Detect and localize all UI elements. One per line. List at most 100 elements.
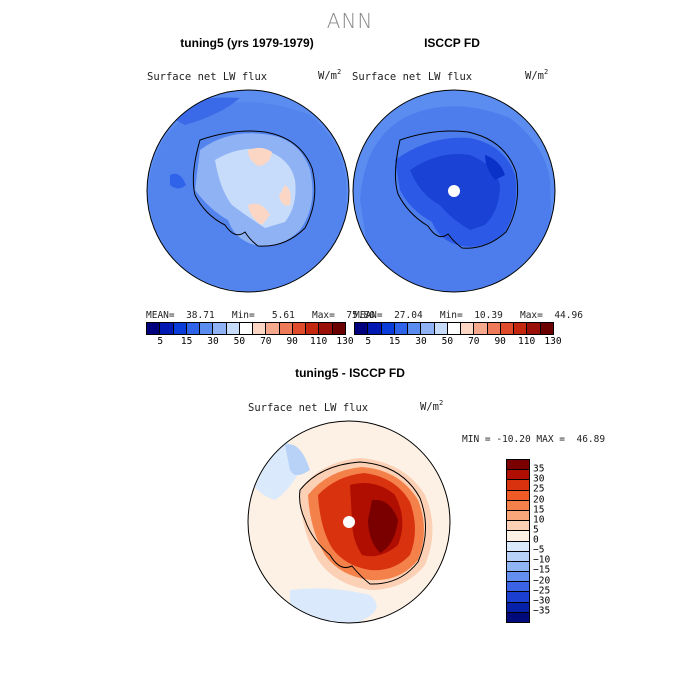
colorbar-tick-label: −35: [533, 605, 551, 617]
colorbar-tick-label: 50: [233, 336, 246, 347]
colorbar-swatch: [368, 323, 382, 334]
colorbar-swatch: [507, 541, 529, 552]
colorbar-diff-ticks: 35 30 25 20 15 10 5 0 −5 −10 −15 −20 −25 −30 −35: [533, 459, 573, 621]
colorbar-tick-label: 15: [180, 336, 193, 347]
colorbar-tick-label: 90: [494, 336, 506, 347]
colorbar-swatch: [461, 323, 475, 334]
colorbar-swatch: [253, 323, 267, 334]
panel-title-obs: ISCCP FD: [424, 36, 480, 50]
colorbar-swatch: [487, 323, 501, 334]
colorbar-swatch: [507, 521, 529, 532]
map-obs: [353, 90, 555, 292]
colorbar-swatch: [507, 602, 529, 613]
colorbar-obs: [354, 322, 554, 335]
colorbar-tick-label: 20: [533, 494, 545, 505]
colorbar-tick-label: −30: [533, 595, 551, 607]
colorbar-swatch: [173, 323, 187, 334]
colorbar-swatch: [434, 323, 448, 334]
colorbar-swatch: [355, 323, 369, 334]
colorbar-swatch: [540, 323, 553, 334]
colorbar-swatch: [507, 480, 529, 491]
colorbar-swatch: [408, 323, 422, 334]
colorbar-swatch: [332, 323, 345, 334]
colorbar-swatch: [226, 323, 240, 334]
colorbar-tick-label: 15: [388, 336, 401, 347]
diff-panel-title: tuning5 - ISCCP FD: [295, 366, 405, 380]
colorbar-tick-label: 25: [533, 483, 545, 495]
colorbar-obs-ticks: 5 15 30 50 70 90 110 130: [354, 336, 561, 350]
colorbar-tick-label: 35: [533, 463, 545, 475]
colorbar-tick-label: 15: [533, 504, 545, 516]
colorbar-tick-label: −20: [533, 575, 551, 586]
colorbar-tick-label: 70: [260, 336, 272, 347]
colorbar-tick-label: 0: [533, 534, 539, 546]
colorbar-tick-label: −10: [533, 554, 551, 566]
colorbar-swatch: [474, 323, 488, 334]
map-difference: [248, 421, 450, 623]
colorbar-swatch: [500, 323, 515, 334]
colorbar-swatch: [507, 500, 529, 511]
colorbar-tick-label: 5: [533, 524, 539, 536]
colorbar-swatch: [507, 551, 529, 562]
colorbar-tick-label: −15: [533, 564, 551, 576]
figure-title: ANN: [326, 9, 374, 33]
colorbar-tick-label: 130: [336, 336, 354, 347]
map-model: [147, 90, 349, 292]
colorbar-swatch: [507, 561, 529, 573]
units-label-obs: W/m2: [525, 68, 549, 82]
colorbar-tick-label: 10: [533, 514, 545, 526]
colorbar-tick-label: 130: [544, 336, 562, 347]
colorbar-swatch: [527, 323, 541, 334]
colorbar-tick-label: 110: [310, 336, 328, 347]
colorbar-tick-label: 30: [533, 473, 545, 485]
colorbar-swatch: [507, 582, 529, 593]
colorbar-swatch: [514, 323, 528, 334]
colorbar-swatch: [507, 572, 529, 583]
diff-units-label: W/m2: [420, 399, 444, 413]
colorbar-swatch: [507, 510, 529, 522]
colorbar-tick-label: 5: [365, 336, 372, 347]
colorbar-swatch: [421, 323, 435, 334]
colorbar-model: [146, 322, 346, 335]
colorbar-tick-label: 30: [415, 336, 427, 347]
colorbar-tick-label: 70: [468, 336, 480, 347]
colorbar-swatch: [266, 323, 280, 334]
colorbar-tick-label: 5: [157, 336, 164, 347]
colorbar-tick-label: 50: [441, 336, 454, 347]
colorbar-swatch: [507, 490, 529, 501]
colorbar-tick-label: −5: [533, 544, 545, 556]
variable-label-obs: Surface net LW flux: [352, 71, 473, 83]
colorbar-swatch: [381, 323, 395, 334]
colorbar-swatch: [507, 531, 529, 542]
colorbar-swatch: [507, 470, 529, 481]
variable-label-model: Surface net LW flux: [147, 71, 268, 83]
colorbar-swatch: [200, 323, 214, 334]
colorbar-swatch: [292, 323, 307, 334]
colorbar-swatch: [394, 323, 409, 334]
colorbar-tick-label: 30: [207, 336, 219, 347]
colorbar-swatch: [507, 592, 529, 603]
colorbar-swatch: [447, 323, 462, 334]
colorbar-swatch: [279, 323, 293, 334]
colorbar-swatch: [186, 323, 201, 334]
colorbar-swatch: [306, 323, 320, 334]
colorbar-swatch: [319, 323, 333, 334]
colorbar-swatch: [160, 323, 174, 334]
colorbar-swatch: [239, 323, 254, 334]
colorbar-model-ticks: 5 15 30 50 70 90 110 130: [146, 336, 353, 350]
colorbar-swatch: [507, 460, 529, 471]
colorbar-tick-label: 90: [286, 336, 298, 347]
colorbar-swatch: [147, 323, 161, 334]
colorbar-diff: [506, 459, 530, 623]
colorbar-tick-label: 110: [518, 336, 536, 347]
stats-model: MEAN= 38.71 Min= 5.61 Max= 75.80: [146, 310, 375, 321]
stats-obs: MEAN= 27.04 Min= 10.39 Max= 44.96: [354, 310, 583, 321]
units-label-model: W/m2: [318, 68, 342, 82]
diff-stats: MIN = -10.20 MAX = 46.89: [462, 434, 606, 445]
diff-variable-label: Surface net LW flux: [248, 402, 369, 414]
colorbar-tick-label: −25: [533, 585, 551, 597]
panel-title-model: tuning5 (yrs 1979-1979): [180, 36, 314, 50]
colorbar-swatch: [213, 323, 227, 334]
colorbar-swatch: [507, 612, 529, 622]
